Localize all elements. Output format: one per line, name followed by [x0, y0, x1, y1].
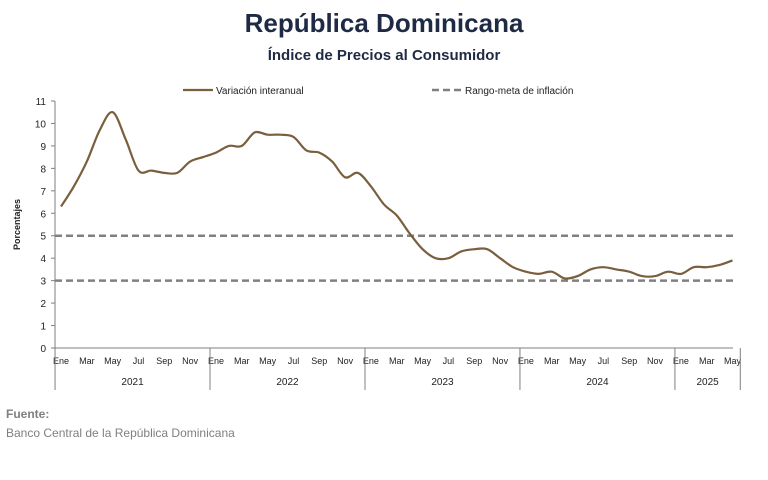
y-tick-label: 2: [40, 299, 46, 310]
y-tick-label: 7: [40, 187, 46, 198]
x-tick-label: Mar: [544, 356, 560, 366]
y-tick-label: 4: [40, 254, 46, 265]
x-tick-label: Ene: [518, 356, 534, 366]
x-tick-label: Mar: [389, 356, 405, 366]
chart-subtitle: Índice de Precios al Consumidor: [267, 47, 501, 64]
line-chart: 0 1 2 3 4 5 6 7 8 9 10 11 Porcentajes Ene Mar May Jul Sep…: [12, 86, 742, 390]
x-tick-label: Mar: [79, 356, 95, 366]
y-tick-label: 3: [40, 277, 46, 288]
legend-label: Rango-meta de inflación: [465, 86, 573, 97]
y-tick-label: 0: [40, 344, 46, 355]
x-tick-label: Mar: [699, 356, 715, 366]
y-tick-label: 8: [40, 164, 46, 175]
x-tick-label: May: [259, 356, 277, 366]
x-tick-label: May: [104, 356, 122, 366]
y-tick-label: 5: [40, 232, 46, 243]
y-tick-label: 9: [40, 142, 46, 153]
x-tick-label: Sep: [466, 356, 482, 366]
year-label: 2024: [586, 377, 609, 388]
x-tick-label: Nov: [647, 356, 664, 366]
x-tick-label: Jul: [443, 356, 455, 366]
source-label: Fuente:: [6, 407, 50, 421]
series-line-variacion-interanual: [60, 111, 733, 280]
chart-title: República Dominicana: [244, 8, 524, 38]
year-label: 2023: [431, 377, 454, 388]
x-tick-label: Sep: [311, 356, 327, 366]
y-axis-label: Porcentajes: [12, 199, 22, 250]
year-label: 2022: [276, 377, 299, 388]
x-tick-label: May: [414, 356, 432, 366]
y-tick-label: 6: [40, 209, 46, 220]
x-tick-label: May: [724, 356, 742, 366]
x-tick-label: Sep: [621, 356, 637, 366]
x-tick-label: Ene: [673, 356, 689, 366]
x-tick-label: Nov: [492, 356, 509, 366]
x-tick-label: Ene: [363, 356, 379, 366]
x-tick-label: Ene: [208, 356, 224, 366]
x-tick-label: May: [569, 356, 587, 366]
y-tick-label: 1: [40, 322, 46, 333]
y-tick-label: 11: [36, 97, 47, 108]
source-text: Banco Central de la República Dominicana: [6, 426, 235, 440]
x-tick-label: Jul: [133, 356, 145, 366]
x-tick-label: Mar: [234, 356, 250, 366]
x-tick-label: Ene: [53, 356, 69, 366]
year-label: 2025: [696, 377, 719, 388]
x-tick-label: Nov: [337, 356, 354, 366]
y-tick-label: 10: [35, 119, 47, 130]
x-tick-label: Jul: [598, 356, 610, 366]
legend-label: Variación interanual: [216, 86, 304, 97]
x-tick-label: Sep: [156, 356, 172, 366]
year-label: 2021: [121, 377, 144, 388]
x-tick-label: Jul: [288, 356, 300, 366]
x-tick-label: Nov: [182, 356, 199, 366]
